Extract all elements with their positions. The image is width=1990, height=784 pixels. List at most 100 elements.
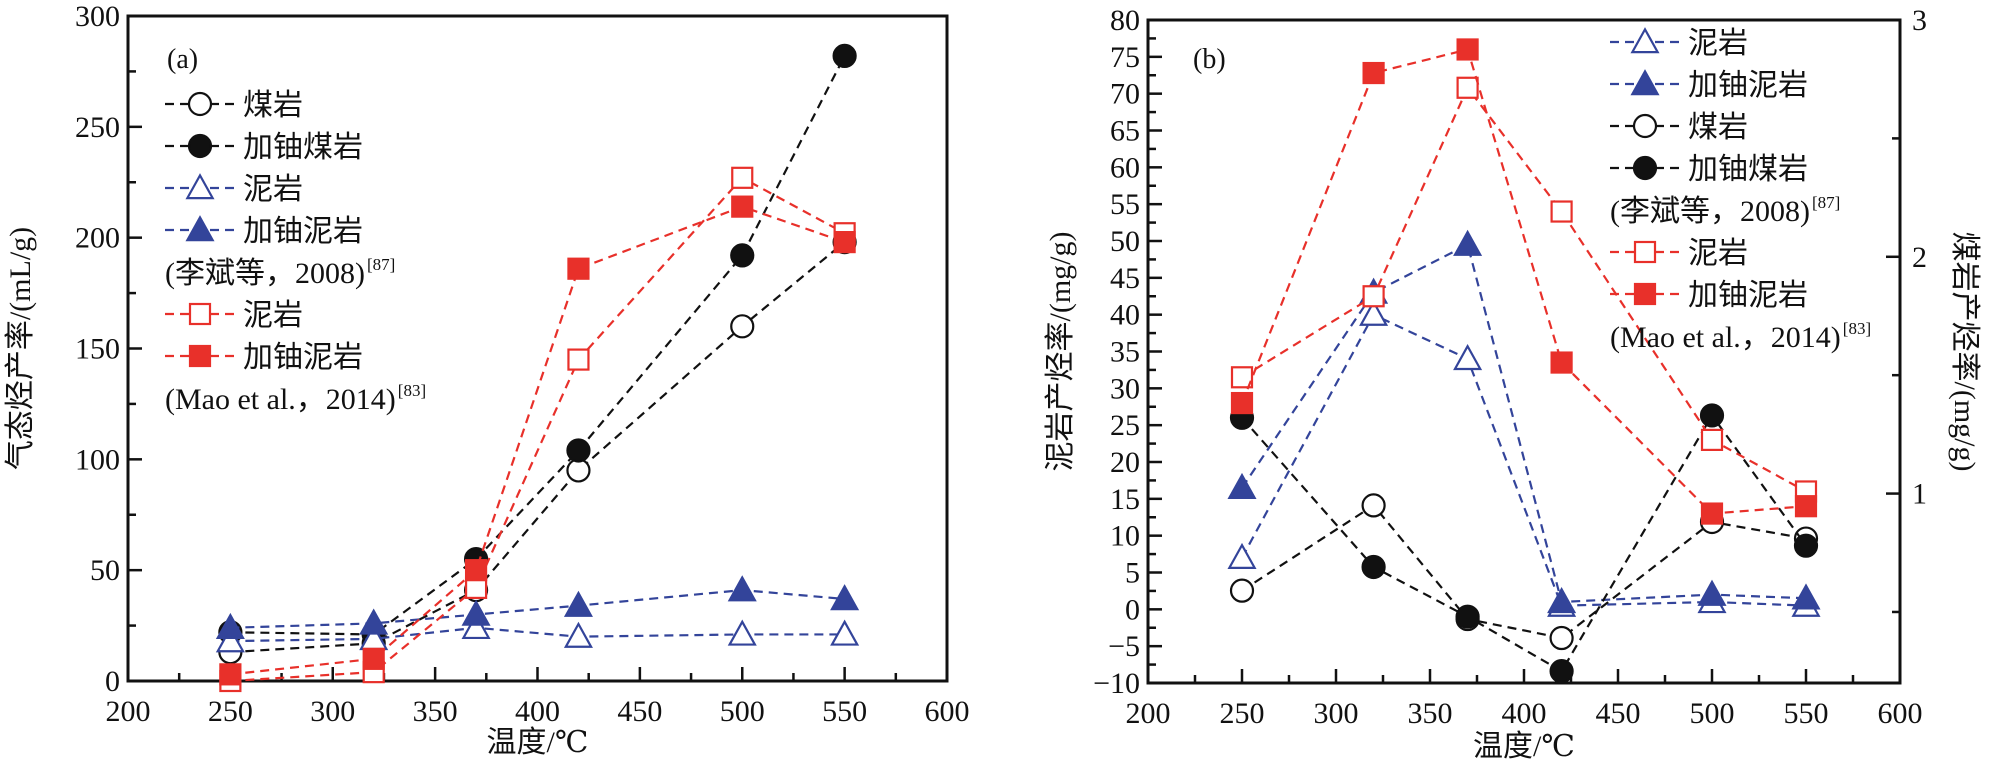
series-coal [218,230,857,665]
legend-label: 加铀泥岩 [1688,69,1808,102]
panel-label: (a) [167,44,198,75]
y-tick-label: 65 [1110,115,1140,148]
series-line-coal [1241,503,1807,640]
y-right-tick-label: 3 [1912,4,1927,37]
y-tick-label: 5 [1125,557,1140,590]
y-right-tick-label: 1 [1912,478,1927,511]
legend-label: 煤岩 [243,89,303,122]
data-point-mud_u_mao [1456,38,1479,61]
data-point-mud_u_mao [567,257,590,280]
data-point-mud_li [1227,542,1257,569]
legend-label: 泥岩 [1688,237,1748,270]
data-point-mud_mao [1456,76,1479,99]
data-point-mud_mao [731,166,754,189]
data-point-mud_mao [567,348,590,371]
panel-label: (b) [1193,44,1226,75]
legend-marker-coal_u [187,133,213,159]
series-line-coal_u [230,55,846,636]
legend-citation: (Mao et al.，2014) [165,383,396,416]
legend-label: 加铀泥岩 [243,215,363,248]
series-line-mud_u_li [230,589,845,629]
data-point-mud_u_mao [219,663,242,686]
data-point-mud_li [563,621,593,648]
series-line-mud_mao [1241,85,1807,493]
legend-marker-coal_u [1632,155,1658,181]
data-point-coal_u [1699,403,1725,428]
x-tick-label: 600 [925,695,970,728]
legend-citation-ref: [83] [398,381,426,400]
data-point-mud_u_li [215,612,245,640]
y-tick-label: 200 [75,222,120,255]
y-tick-label: 30 [1110,372,1140,405]
x-tick-label: 300 [1314,697,1359,730]
series-line-mud_u_mao [230,205,845,676]
x-tick-label: 350 [413,695,458,728]
x-tick-label: 550 [1784,697,1829,730]
y-tick-label: 0 [1125,593,1140,626]
legend-marker-coal [187,91,213,117]
data-point-mud_li [461,612,491,640]
data-point-coal [730,314,755,339]
data-point-coal [566,458,591,483]
x-tick-label: 500 [1690,697,1735,730]
y-tick-label: 80 [1110,4,1140,37]
y-tick-label: 250 [75,111,120,144]
data-point-mud_li [1453,343,1483,371]
legend-label: 加铀泥岩 [1688,279,1808,312]
y-tick-label: 75 [1110,41,1140,74]
data-point-coal_u [1361,554,1386,580]
series-line-coal_u [1241,413,1807,673]
x-tick-label: 450 [1596,697,1641,730]
y-tick-label: 25 [1110,409,1140,442]
legend-marker-mud_li [185,173,215,200]
x-tick-label: 300 [310,695,355,728]
x-tick-label: 200 [106,695,151,728]
legend-label: 加铀煤岩 [1688,153,1808,186]
y-tick-label: 100 [75,443,120,476]
y-tick-label: 20 [1110,446,1140,479]
data-point-mud_u_mao [362,647,385,670]
y-tick-label: 35 [1110,336,1140,369]
data-point-mud_u_li [727,575,757,602]
data-point-coal_u [832,43,857,69]
data-point-coal [1229,578,1255,603]
series-coal [1229,493,1819,651]
x-tick-label: 250 [208,695,253,728]
data-point-mud_u_li [830,584,860,611]
y-tick-label: 15 [1110,483,1140,516]
data-point-mud_li [727,619,757,646]
legend-marker-mud_mao [188,302,212,326]
legend-marker-mud_u_li [185,215,215,242]
series-mud_mao [1230,76,1818,503]
legend-citation: (李斌等，2008) [165,257,365,290]
y-tick-label: −5 [1108,630,1140,663]
data-point-mud_li [1359,299,1389,326]
x-tick-label: 200 [1126,697,1171,730]
x-tick-label: 400 [1502,697,1547,730]
data-point-mud_li [830,619,860,646]
legend-marker-mud_u_mao [188,344,212,368]
y-tick-label: 60 [1110,151,1140,184]
series-line-mud_u_mao [1240,48,1807,515]
data-point-coal_u [730,243,755,268]
x-axis-title: 温度/℃ [1473,730,1575,763]
x-tick-label: 350 [1408,697,1453,730]
data-point-mud_mao [1230,366,1254,389]
legend-citation-ref: [87] [1812,193,1840,212]
data-point-coal_u [1793,533,1819,558]
x-tick-label: 450 [617,695,662,728]
y-axis-title: 泥岩产烃率/(mg/g) [1044,232,1077,472]
y-tick-label: 55 [1110,188,1140,221]
data-point-mud_u_li [1697,579,1727,606]
legend-citation-ref: [83] [1843,319,1871,338]
legend-marker-mud_mao [1633,240,1657,264]
data-point-mud_u_li [359,608,389,635]
series-mud_li [215,612,860,653]
y-tick-label: 40 [1110,299,1140,332]
data-point-mud_mao [1550,200,1573,223]
chart-panel-b: 200 250 300 350 400 450 500 550 600−10−505101520… [1044,4,1981,763]
series-line-mud_u_li [1241,243,1807,604]
x-tick-label: 500 [720,695,765,728]
x-tick-label: 550 [822,695,867,728]
x-tick-label: 400 [515,695,560,728]
